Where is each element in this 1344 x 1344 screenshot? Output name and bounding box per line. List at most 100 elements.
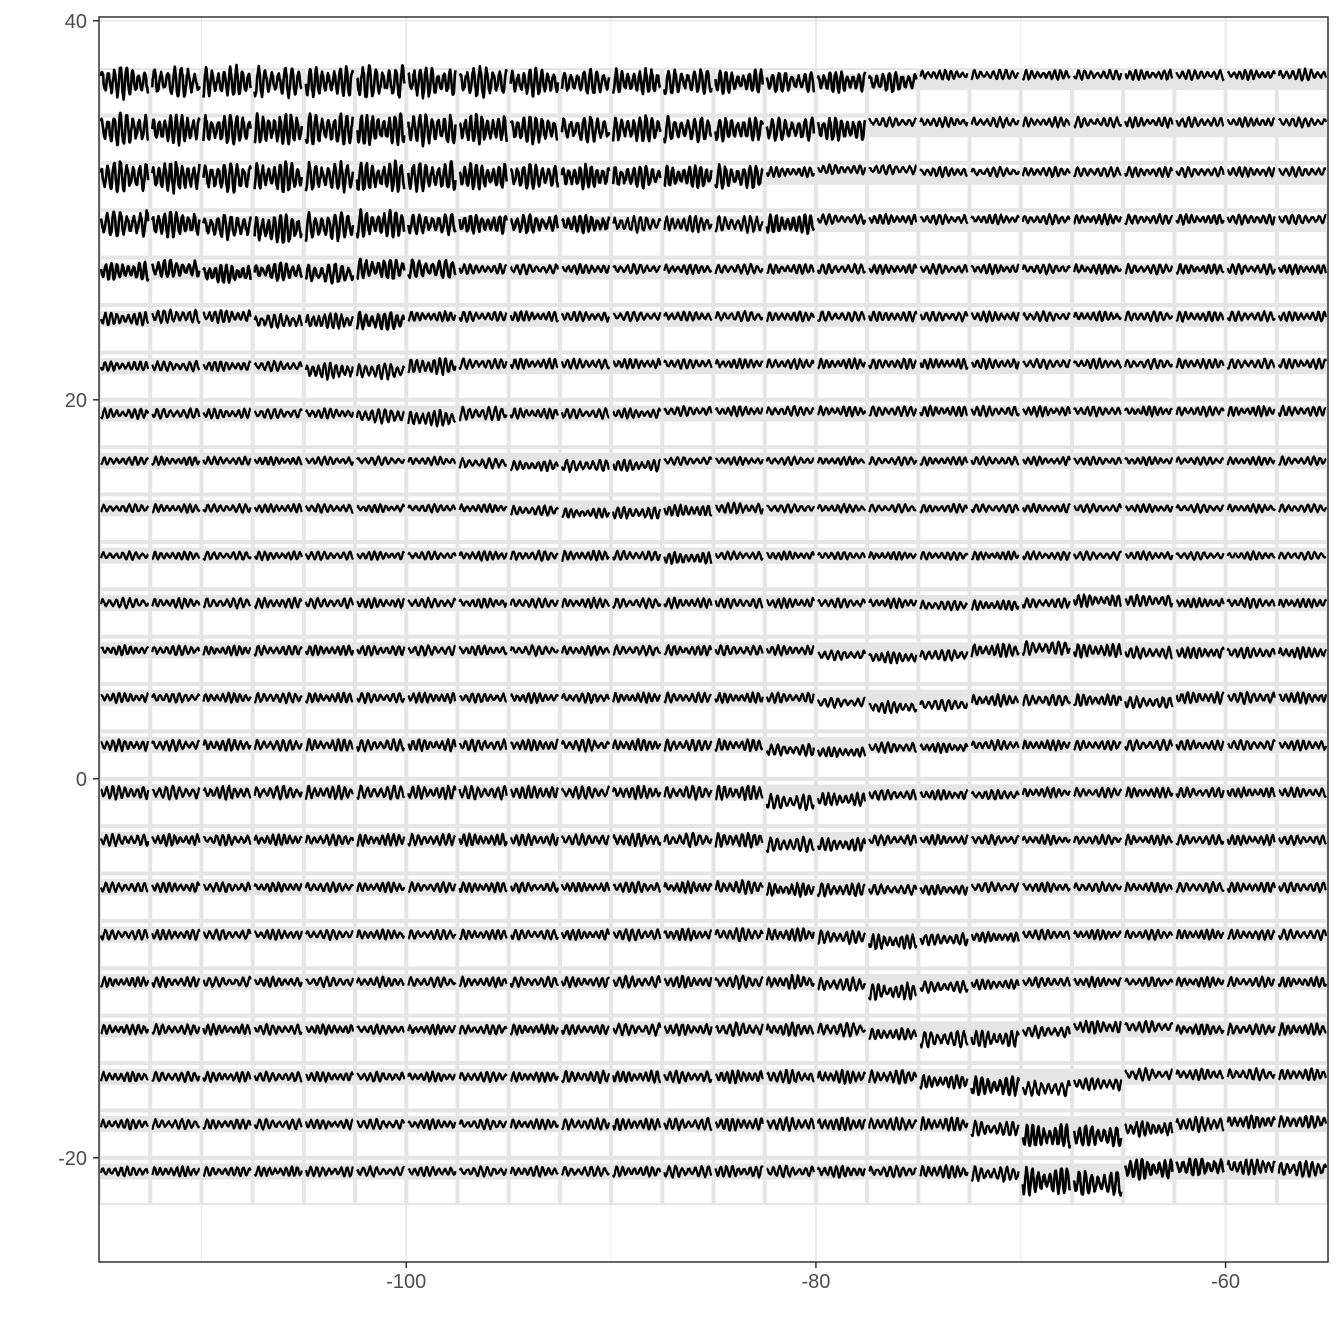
glyph-cell — [713, 210, 765, 258]
glyph-line — [151, 881, 201, 894]
glyph-line — [1124, 786, 1174, 799]
glyph-line — [304, 65, 355, 99]
glyph-cell — [406, 1157, 458, 1206]
glyph-line — [868, 650, 918, 665]
glyph-line — [407, 550, 457, 561]
glyph-cell — [508, 589, 560, 637]
glyph-line — [765, 927, 815, 942]
glyph-cell — [252, 589, 304, 637]
glyph-line — [868, 551, 918, 561]
glyph-cell — [969, 210, 1021, 258]
glyph-line — [970, 357, 1020, 371]
glyph-cell — [662, 494, 714, 542]
glyph-cell — [303, 257, 356, 306]
glyph-cell — [457, 541, 509, 590]
glyph-line — [970, 115, 1020, 129]
glyph-line — [1072, 550, 1123, 561]
glyph-cell — [815, 68, 868, 116]
glyph-line — [1124, 310, 1174, 323]
glyph-cell — [969, 589, 1021, 637]
glyph-cell — [406, 826, 458, 874]
glyph-cell — [815, 257, 868, 306]
glyph-line — [816, 1116, 867, 1132]
glyph-line — [151, 1070, 201, 1083]
glyph-cell — [355, 778, 407, 827]
glyph-cell — [764, 968, 816, 1016]
glyph-cell — [713, 1157, 765, 1206]
glyph-cell — [1174, 1015, 1226, 1064]
glyph-line — [253, 261, 303, 282]
glyph-line — [1124, 976, 1174, 988]
glyph-cell — [355, 920, 407, 969]
glyph-line — [253, 455, 303, 466]
glyph-line — [202, 113, 252, 146]
glyph-cell — [150, 826, 202, 874]
glyph-cell — [867, 731, 919, 779]
glyph-cell — [867, 873, 919, 921]
glyph-cell — [457, 968, 509, 1016]
glyph-line — [612, 1022, 662, 1037]
glyph-line — [868, 788, 917, 801]
glyph-line — [612, 880, 662, 894]
glyph-line — [355, 975, 405, 989]
glyph-cell — [867, 352, 919, 400]
glyph-line — [1277, 645, 1328, 660]
glyph-line — [1175, 456, 1225, 466]
glyph-cell — [559, 399, 612, 448]
glyph-cell — [1071, 968, 1124, 1016]
glyph-cell — [406, 399, 458, 448]
glyph-line — [1072, 310, 1123, 322]
glyph-cell — [918, 684, 970, 732]
glyph-cell — [764, 210, 816, 258]
glyph-cell — [611, 399, 663, 448]
glyph-cell — [867, 68, 919, 116]
glyph-line — [714, 597, 764, 610]
glyph-line — [253, 64, 303, 100]
glyph-line — [1277, 597, 1328, 609]
glyph-line — [253, 833, 303, 847]
glyph-line — [663, 831, 713, 849]
glyph-line — [1072, 593, 1123, 609]
glyph-line — [150, 210, 201, 239]
glyph-cell — [764, 352, 816, 400]
glyph-cell — [867, 399, 919, 448]
glyph-cell — [1174, 589, 1226, 637]
glyph-line — [970, 503, 1020, 514]
glyph-cell — [355, 968, 407, 1016]
glyph-line — [407, 832, 456, 847]
glyph-cell — [969, 1157, 1021, 1206]
glyph-cell — [713, 352, 765, 400]
glyph-line — [612, 928, 662, 942]
glyph-cell — [918, 589, 970, 637]
glyph-line — [305, 1070, 355, 1083]
glyph-line — [766, 1164, 815, 1179]
glyph-cell — [99, 352, 151, 400]
glyph-line — [1022, 550, 1072, 561]
glyph-line — [458, 213, 508, 235]
glyph-line — [1021, 116, 1071, 129]
glyph-cell — [201, 636, 253, 685]
glyph-line — [970, 263, 1020, 276]
glyph-cell — [1123, 494, 1175, 542]
glyph-cell — [764, 684, 816, 732]
glyph-cell — [406, 115, 458, 163]
glyph-cell — [508, 826, 560, 874]
glyph-cell — [611, 778, 663, 827]
glyph-line — [919, 979, 969, 994]
glyph-line — [407, 1165, 457, 1178]
glyph-cell — [303, 162, 356, 211]
glyph-line — [1277, 1159, 1328, 1178]
glyph-cell — [201, 589, 253, 637]
glyph-line — [407, 644, 456, 657]
glyph-line — [304, 784, 354, 801]
glyph-cell — [457, 447, 509, 495]
glyph-cell — [815, 210, 868, 258]
glyph-line — [407, 113, 457, 148]
glyph-line — [817, 929, 867, 946]
glyph-cell — [457, 399, 509, 448]
glyph-cell — [1071, 1015, 1124, 1064]
glyph-cell — [1071, 684, 1124, 732]
glyph-cell — [559, 968, 612, 1016]
glyph-line — [611, 114, 662, 143]
glyph-line — [509, 163, 560, 190]
